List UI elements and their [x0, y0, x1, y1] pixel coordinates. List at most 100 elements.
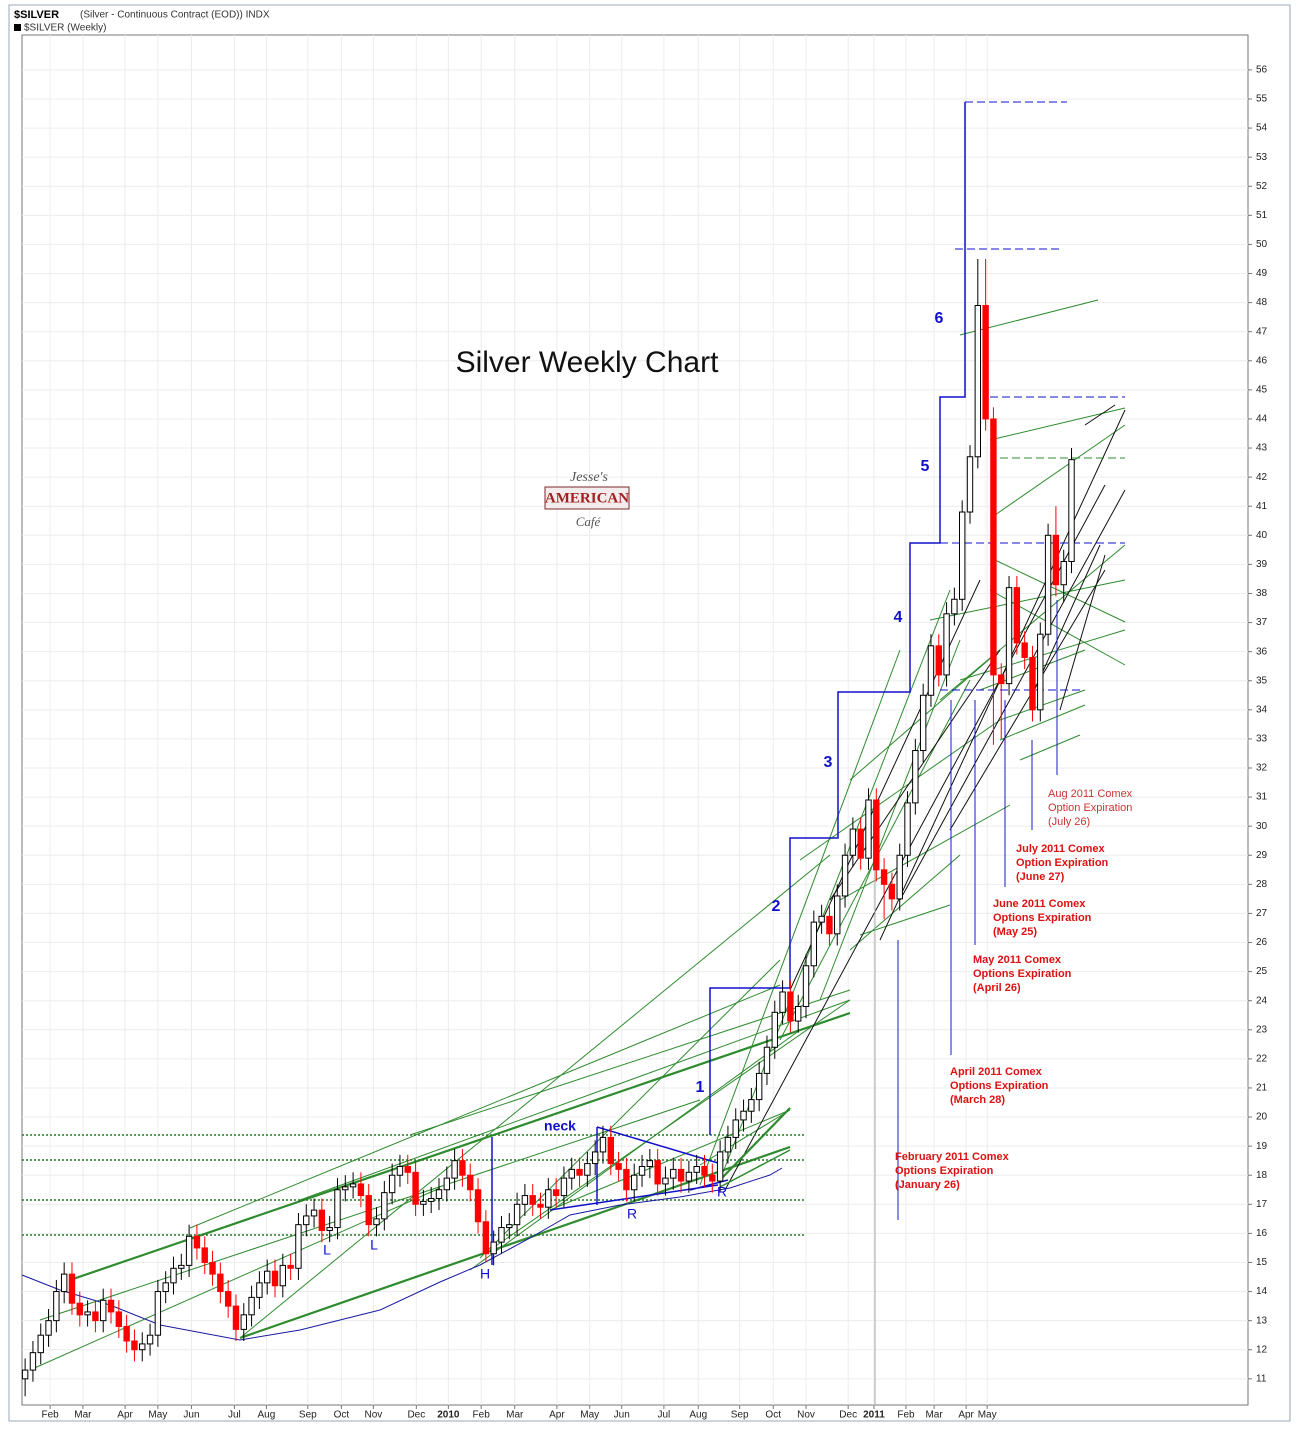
candle-body	[990, 418, 997, 676]
expiration-label: (January 26)	[895, 1179, 960, 1191]
x-tick-label: Jun	[183, 1410, 199, 1421]
candle-body	[615, 1163, 622, 1170]
logo-text: AMERICAN	[545, 490, 629, 506]
candle-body	[740, 1110, 747, 1121]
y-tick-label: 32	[1256, 763, 1268, 774]
candle-body	[279, 1264, 287, 1287]
trendlines	[21, 101, 1126, 1405]
candle-body	[834, 895, 841, 935]
wave-label: 5	[921, 458, 930, 475]
candle-body	[1021, 642, 1028, 658]
x-tick-label: Nov	[797, 1410, 815, 1421]
y-tick-label: 37	[1256, 617, 1268, 628]
expiration-label: April 2011 Comex	[950, 1066, 1043, 1078]
y-tick-label: 11	[1256, 1373, 1267, 1384]
candle-body	[584, 1163, 591, 1176]
trendline	[719, 1107, 791, 1181]
x-tick-label: Aug	[258, 1410, 276, 1421]
candle-body	[92, 1311, 99, 1322]
y-tick-label: 22	[1256, 1054, 1268, 1065]
x-tick-label: Dec	[407, 1410, 425, 1421]
x-tick-label: Mar	[925, 1410, 943, 1421]
y-tick-label: 42	[1256, 472, 1268, 483]
candle-body	[154, 1291, 162, 1336]
candle-body	[802, 965, 810, 1008]
y-tick-label: 46	[1256, 355, 1268, 366]
candle-body	[287, 1264, 294, 1269]
candle-body	[810, 921, 818, 967]
candle-body	[365, 1195, 372, 1226]
candle-body	[217, 1273, 224, 1293]
candle-body	[248, 1296, 255, 1316]
candle-body	[943, 613, 950, 676]
expiration-label: Options Expiration	[973, 968, 1072, 980]
pattern-label: H	[480, 1266, 490, 1282]
x-tick-label: 2011	[863, 1410, 885, 1421]
candle-body	[224, 1291, 232, 1307]
x-tick-label: Mar	[74, 1410, 92, 1421]
candle-body	[84, 1311, 91, 1316]
y-tick-label: 53	[1256, 152, 1268, 163]
x-tick-label: Sep	[299, 1410, 317, 1421]
candle-body	[381, 1192, 388, 1220]
candle-body	[701, 1165, 708, 1176]
y-tick-label: 39	[1256, 559, 1268, 570]
header-description: (Silver - Continuous Contract (EOD)) IND…	[80, 10, 270, 21]
trendline	[469, 1029, 801, 1271]
candle-body	[131, 1340, 138, 1351]
x-tick-label: Nov	[365, 1410, 383, 1421]
y-tick-label: 41	[1256, 501, 1268, 512]
candle-body	[193, 1235, 201, 1249]
candle-body	[755, 1072, 763, 1101]
candle-body	[631, 1174, 638, 1191]
candle-body	[529, 1195, 536, 1205]
candle-body	[904, 802, 911, 856]
y-tick-label: 16	[1256, 1228, 1268, 1239]
y-tick-label: 30	[1256, 821, 1268, 832]
y-tick-label: 27	[1256, 908, 1268, 919]
candle-body	[646, 1160, 654, 1167]
candle-body	[435, 1189, 443, 1199]
trendline	[799, 719, 1001, 861]
candle-body	[1005, 587, 1013, 685]
candle-body	[709, 1174, 716, 1182]
candle-body	[349, 1183, 357, 1188]
trendline	[999, 704, 1086, 741]
x-tick-label: Dec	[839, 1410, 857, 1421]
y-tick-label: 26	[1256, 937, 1268, 948]
candle-body	[873, 799, 880, 871]
chart-title: Silver Weekly Chart	[456, 346, 720, 379]
expiration-label: Options Expiration	[993, 912, 1092, 924]
candle-body	[693, 1165, 700, 1173]
x-tick-label: Jul	[657, 1410, 670, 1421]
y-tick-label: 23	[1256, 1024, 1268, 1035]
candle-body	[342, 1186, 349, 1191]
candle-body	[849, 828, 857, 856]
wave-label: 4	[894, 609, 903, 626]
trendline	[239, 854, 831, 1339]
candle-body	[966, 456, 974, 513]
candle-body	[935, 645, 942, 676]
expiration-label: February 2011 Comex	[895, 1151, 1010, 1163]
trendline	[189, 984, 781, 1229]
candle-body	[982, 305, 989, 420]
candle-body	[763, 1046, 771, 1074]
candle-body	[107, 1299, 115, 1313]
y-tick-label: 48	[1256, 297, 1268, 308]
candle-body	[1029, 656, 1036, 711]
trendline	[489, 999, 851, 1251]
y-tick-label: 51	[1256, 210, 1268, 221]
expiration-label: Options Expiration	[895, 1165, 994, 1177]
candle-body	[591, 1151, 599, 1165]
candle-body	[123, 1325, 130, 1342]
trendline	[819, 639, 961, 1001]
candle-body	[68, 1273, 76, 1304]
trendline	[719, 1149, 791, 1188]
y-tick-label: 21	[1256, 1083, 1268, 1094]
x-tick-label: Feb	[473, 1410, 491, 1421]
candle-body	[560, 1177, 568, 1197]
y-tick-label: 20	[1256, 1112, 1268, 1123]
y-tick-label: 40	[1256, 530, 1268, 541]
pattern-label: neck	[544, 1118, 576, 1134]
candle-body	[568, 1168, 575, 1179]
